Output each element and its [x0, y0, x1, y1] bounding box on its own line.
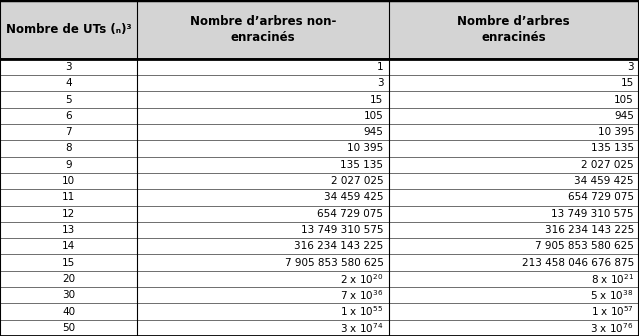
- Bar: [0, 0, 639, 59]
- Text: 34 459 425: 34 459 425: [574, 176, 634, 186]
- Text: 1 x 10$^{55}$: 1 x 10$^{55}$: [340, 305, 383, 319]
- Text: 7 905 853 580 625: 7 905 853 580 625: [284, 258, 383, 267]
- Text: 11: 11: [62, 193, 75, 202]
- Text: 6: 6: [65, 111, 72, 121]
- Text: 2 027 025: 2 027 025: [331, 176, 383, 186]
- Text: 15: 15: [370, 94, 383, 104]
- Text: 213 458 046 676 875: 213 458 046 676 875: [521, 258, 634, 267]
- Text: 50: 50: [62, 323, 75, 333]
- Text: 15: 15: [620, 78, 634, 88]
- Text: 945: 945: [364, 127, 383, 137]
- Text: 135 135: 135 135: [341, 160, 383, 170]
- Text: 20: 20: [62, 274, 75, 284]
- Text: 316 234 143 225: 316 234 143 225: [294, 241, 383, 251]
- Text: 2 027 025: 2 027 025: [581, 160, 634, 170]
- Text: 40: 40: [62, 306, 75, 317]
- Text: 5 x 10$^{38}$: 5 x 10$^{38}$: [590, 288, 634, 302]
- Text: 14: 14: [62, 241, 75, 251]
- Text: 654 729 075: 654 729 075: [568, 193, 634, 202]
- Text: 654 729 075: 654 729 075: [318, 209, 383, 219]
- Text: 105: 105: [364, 111, 383, 121]
- Text: Nombre d’arbres
enracinés: Nombre d’arbres enracinés: [458, 15, 570, 44]
- Text: 13 749 310 575: 13 749 310 575: [301, 225, 383, 235]
- Text: 3: 3: [65, 62, 72, 72]
- Text: 5: 5: [65, 94, 72, 104]
- Text: 2 x 10$^{20}$: 2 x 10$^{20}$: [340, 272, 383, 286]
- Text: 34 459 425: 34 459 425: [324, 193, 383, 202]
- Text: 3 x 10$^{74}$: 3 x 10$^{74}$: [340, 321, 383, 335]
- Text: Nombre de UTs (ₙ)³: Nombre de UTs (ₙ)³: [6, 23, 132, 36]
- Text: 316 234 143 225: 316 234 143 225: [544, 225, 634, 235]
- Text: 3: 3: [627, 62, 634, 72]
- Text: 4: 4: [65, 78, 72, 88]
- Text: 8 x 10$^{21}$: 8 x 10$^{21}$: [590, 272, 634, 286]
- Text: 13: 13: [62, 225, 75, 235]
- Text: 135 135: 135 135: [591, 143, 634, 154]
- Text: 8: 8: [65, 143, 72, 154]
- Text: 7 905 853 580 625: 7 905 853 580 625: [535, 241, 634, 251]
- Text: 7 x 10$^{36}$: 7 x 10$^{36}$: [340, 288, 383, 302]
- Text: 945: 945: [614, 111, 634, 121]
- Text: 1 x 10$^{57}$: 1 x 10$^{57}$: [591, 305, 634, 319]
- Text: 30: 30: [62, 290, 75, 300]
- Text: 105: 105: [614, 94, 634, 104]
- Text: 7: 7: [65, 127, 72, 137]
- Text: Nombre d’arbres non-
enracinés: Nombre d’arbres non- enracinés: [190, 15, 336, 44]
- Text: 3 x 10$^{76}$: 3 x 10$^{76}$: [590, 321, 634, 335]
- Text: 9: 9: [65, 160, 72, 170]
- Text: 1: 1: [377, 62, 383, 72]
- Text: 12: 12: [62, 209, 75, 219]
- Text: 10: 10: [62, 176, 75, 186]
- Text: 3: 3: [377, 78, 383, 88]
- Text: 15: 15: [62, 258, 75, 267]
- Text: 13 749 310 575: 13 749 310 575: [551, 209, 634, 219]
- Text: 10 395: 10 395: [597, 127, 634, 137]
- Text: 10 395: 10 395: [347, 143, 383, 154]
